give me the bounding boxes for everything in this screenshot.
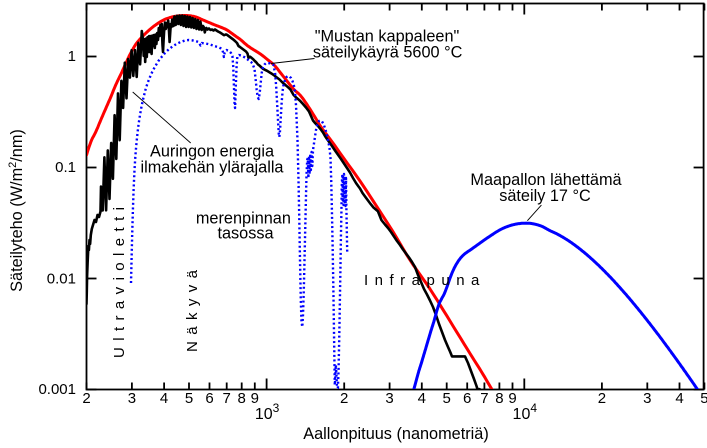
svg-text:8: 8 [495,390,503,407]
svg-text:ilmakehän ylärajalla: ilmakehän ylärajalla [141,159,285,177]
svg-text:0.1: 0.1 [55,159,76,176]
svg-text:säteily 17 °C: säteily 17 °C [499,187,591,205]
svg-text:Auringon energia: Auringon energia [150,143,275,161]
svg-text:9: 9 [508,390,516,407]
svg-text:tasossa: tasossa [217,225,274,243]
svg-text:Ultravioletti: Ultravioletti [111,201,128,358]
svg-text:"Mustan kappaleen": "Mustan kappaleen" [315,28,460,46]
svg-text:2: 2 [340,390,348,407]
svg-text:6: 6 [463,390,471,407]
svg-text:7: 7 [480,390,488,407]
svg-text:5: 5 [443,390,451,407]
svg-text:2: 2 [82,390,90,407]
svg-text:3: 3 [643,390,651,407]
svg-text:5: 5 [700,390,707,407]
svg-text:merenpinnan: merenpinnan [196,210,291,228]
svg-text:4: 4 [160,390,168,407]
svg-text:9: 9 [251,390,259,407]
svg-text:5: 5 [185,390,193,407]
svg-text:Maapallon lähettämä: Maapallon lähettämä [470,171,622,189]
svg-text:1: 1 [68,48,76,65]
svg-text:Näkyvä: Näkyvä [184,264,201,352]
svg-text:6: 6 [205,390,213,407]
svg-text:Infrapuna: Infrapuna [364,272,486,289]
svg-text:4: 4 [675,390,683,407]
svg-text:säteilykäyrä 5600 °C: säteilykäyrä 5600 °C [313,44,463,62]
svg-text:0.001: 0.001 [38,381,76,398]
svg-text:3: 3 [128,390,136,407]
svg-text:7: 7 [223,390,231,407]
svg-text:Säteilyteho (W/m2/nm): Säteilyteho (W/m2/nm) [7,129,26,292]
svg-text:3: 3 [385,390,393,407]
svg-text:2: 2 [598,390,606,407]
svg-text:Aallonpituus (nanometriä): Aallonpituus (nanometriä) [303,425,489,443]
svg-text:4: 4 [418,390,426,407]
svg-text:0.01: 0.01 [47,271,76,288]
svg-text:8: 8 [238,390,246,407]
